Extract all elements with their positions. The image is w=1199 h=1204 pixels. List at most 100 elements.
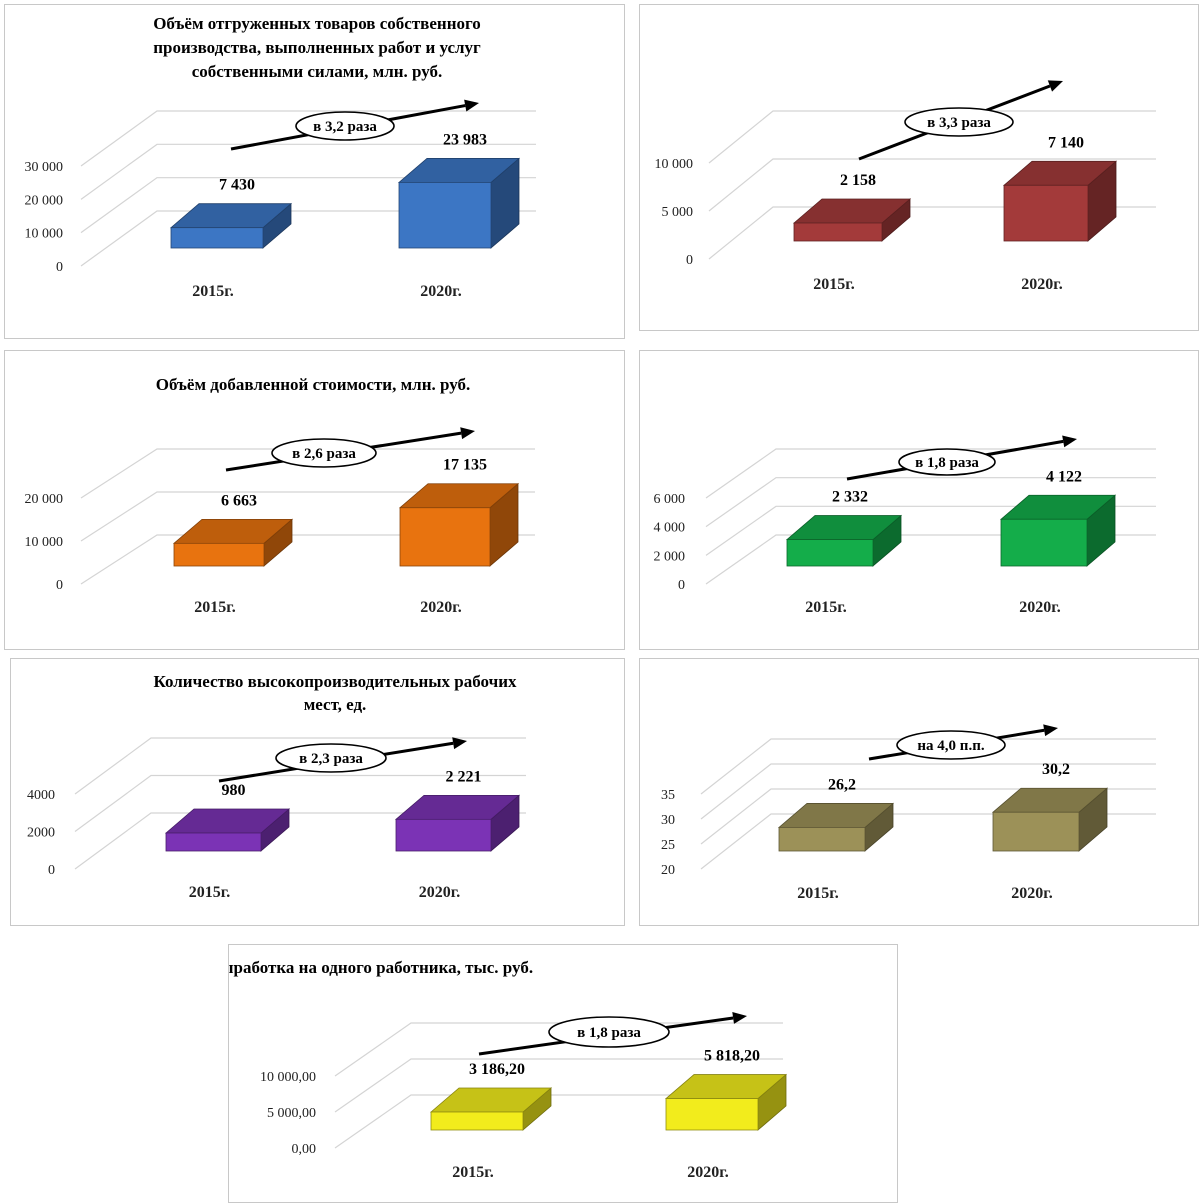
y-tick-label: 5 000,00: [267, 1106, 316, 1121]
growth-badge: [275, 743, 387, 773]
chart-canvas: Уровень кооперации промышленных предприя…: [661, 724, 1156, 902]
category-label: 2020г.: [1011, 885, 1052, 902]
chart-title-line: Выработка на одного работника, тыс. руб.: [229, 958, 533, 977]
data-label: 3 186,20: [469, 1061, 525, 1078]
bar-front: [170, 227, 264, 249]
growth-badge: [898, 448, 996, 476]
chart-title-line: Количество высокопроизводительных рабочи…: [154, 672, 517, 691]
y-tick-label: 20: [661, 863, 675, 878]
gridline: [708, 110, 1156, 164]
bar-2: [664, 1073, 788, 1131]
data-label: 4 122: [1046, 468, 1082, 485]
gridline: [80, 143, 536, 200]
gridline: [705, 448, 1156, 499]
bar-1: [792, 198, 912, 242]
growth-arrow-head: [1047, 80, 1063, 92]
y-tick-label: 5 000: [662, 205, 694, 220]
growth-badge-label: в 2,3 раза: [299, 751, 363, 767]
y-tick-label: 0: [48, 863, 55, 878]
y-tick-label: 10 000: [25, 227, 64, 242]
growth-badge: [904, 107, 1014, 137]
chart-panel-cooperation-level: Уровень кооперации промышленных предприя…: [639, 658, 1199, 926]
gridline: [80, 110, 536, 167]
data-label: 2 332: [832, 489, 868, 506]
bar-front: [992, 811, 1080, 852]
bar-1: [172, 518, 294, 567]
data-label: 26,2: [828, 776, 856, 793]
chart-panel-output-per-worker: Выработка на одного работника, тыс. руб.…: [228, 944, 898, 1203]
category-label: 2020г.: [419, 884, 460, 901]
category-label: 2020г.: [1021, 276, 1062, 293]
gridline: [80, 491, 535, 542]
chart-panel-high-productivity-jobs: Количество высокопроизводительных рабочи…: [10, 658, 625, 926]
growth-arrow-head: [1043, 724, 1058, 737]
gridline: [708, 158, 1156, 212]
bar-front: [430, 1111, 524, 1131]
category-label: 2020г.: [420, 599, 461, 616]
growth-badge-label: в 1,8 раза: [915, 455, 979, 471]
growth-badge: [548, 1016, 670, 1048]
growth-arrow-head: [464, 99, 479, 112]
chart-panel-added-value: Объём добавленной стоимости, млн. руб. 0 1…: [4, 350, 625, 650]
bar-2: [1002, 160, 1118, 242]
growth-badge-label: в 2,6 раза: [292, 446, 356, 462]
chart-canvas: Объём добавленной стоимости, млн. руб. 0 1…: [25, 375, 535, 616]
bar-2: [398, 482, 520, 567]
gridline: [74, 737, 526, 795]
y-tick-label: 30: [661, 813, 675, 828]
y-tick-label: 6 000: [654, 492, 686, 507]
y-tick-label: 10 000: [25, 535, 64, 550]
chart-svg: Количество высокопроизводительных рабочи…: [27, 672, 526, 901]
growth-badge-label: в 3,2 раза: [313, 119, 377, 135]
growth-badge: [896, 730, 1006, 760]
chart-title-line: собственными силами, млн. руб.: [192, 62, 443, 81]
y-tick-label: 0,00: [292, 1142, 317, 1157]
y-tick-label: 4 000: [654, 521, 686, 536]
data-label: 17 135: [443, 457, 487, 474]
bar-2: [991, 787, 1109, 852]
chart-svg: Выработка на одного работника, тыс. руб.…: [229, 958, 788, 1181]
data-label: 2 158: [840, 172, 876, 189]
bar-1: [429, 1087, 553, 1131]
y-tick-label: 35: [661, 788, 675, 803]
category-label: 2020г.: [420, 283, 461, 300]
y-tick-label: 2 000: [654, 549, 686, 564]
data-label: 2 221: [446, 768, 482, 785]
bar-1: [777, 802, 895, 852]
chart-title-line: производства, выполненных работ и услуг: [153, 38, 481, 57]
data-label: 980: [222, 782, 246, 799]
category-label: 2015г.: [813, 276, 854, 293]
chart-svg: Объём поставок продукции на экспорт, млн…: [655, 80, 1156, 293]
category-label: 2015г.: [189, 884, 230, 901]
y-tick-label: 0: [56, 260, 63, 275]
chart-title-line: Объём отгруженных товаров собственного: [153, 14, 481, 33]
chart-svg: Объём добавленной стоимости, млн. руб. 0 1…: [25, 375, 535, 616]
chart-svg: Объём отгруженных товаров собственного пр…: [25, 14, 536, 300]
y-tick-label: 0: [56, 578, 63, 593]
data-label: 30,2: [1042, 761, 1070, 778]
growth-arrow-head: [452, 737, 467, 750]
bar-front: [398, 182, 492, 249]
chart-svg: Уровень кооперации промышленных предприя…: [661, 724, 1156, 902]
growth-arrow-head: [1062, 435, 1077, 448]
data-label: 7 430: [219, 177, 255, 194]
chart-canvas: Объём отгруженных товаров собственного пр…: [25, 14, 536, 300]
gridline: [80, 448, 535, 499]
y-tick-label: 30 000: [25, 160, 64, 175]
category-label: 2020г.: [687, 1164, 728, 1181]
category-label: 2015г.: [797, 885, 838, 902]
bar-front: [1003, 184, 1089, 242]
data-label: 5 818,20: [704, 1048, 760, 1065]
category-label: 2015г.: [452, 1164, 493, 1181]
category-label: 2020г.: [1019, 599, 1060, 616]
gridline: [705, 477, 1156, 528]
data-label: 7 140: [1048, 134, 1084, 151]
chart-title-line: Объём добавленной стоимости, млн. руб.: [156, 375, 471, 394]
bar-2: [397, 157, 521, 249]
y-tick-label: 10 000,00: [260, 1070, 316, 1085]
growth-badge-label: в 3,3 раза: [927, 115, 991, 131]
bar-front: [778, 827, 866, 852]
chart-canvas: Объём поставок продукции на экспорт, млн…: [655, 80, 1156, 293]
